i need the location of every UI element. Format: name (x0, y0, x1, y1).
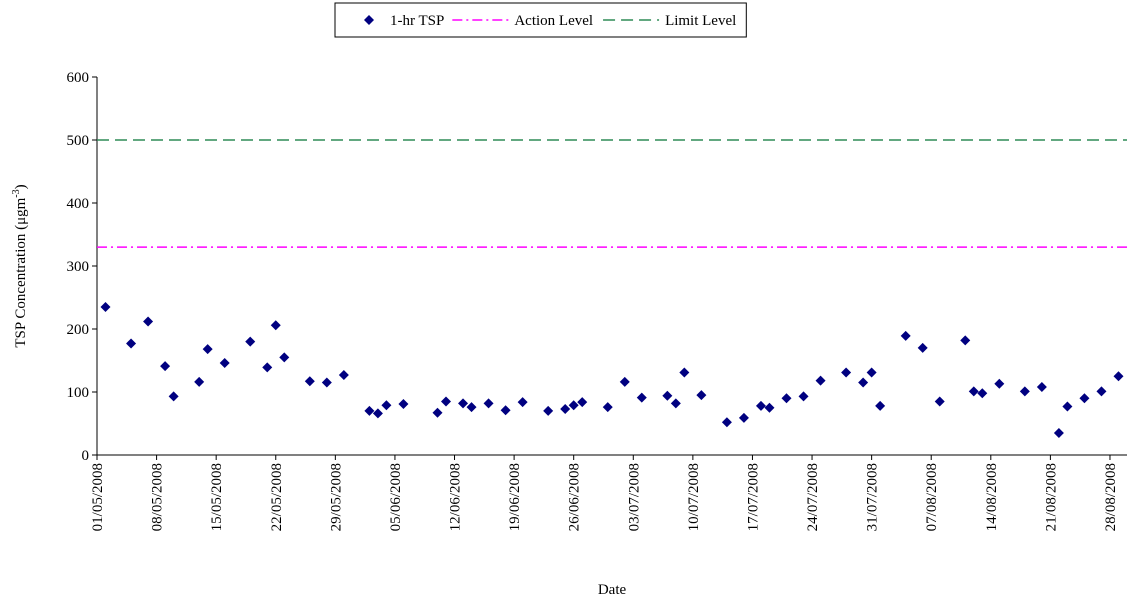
y-axis-label-end: ) (13, 184, 29, 189)
data-point (126, 338, 137, 349)
legend-label: Limit Level (665, 13, 736, 29)
y-axis-label: TSP Concentration (μgm-3) (11, 184, 29, 347)
data-point (900, 330, 911, 341)
data-point (619, 376, 630, 387)
data-point (483, 398, 494, 409)
x-tick-label: 28/08/2008 (1103, 463, 1119, 531)
data-point (398, 398, 409, 409)
data-point (934, 396, 945, 407)
data-point (636, 392, 647, 403)
data-point (560, 404, 571, 415)
data-point (245, 336, 256, 347)
data-point (270, 320, 281, 331)
x-tick-label: 08/05/2008 (150, 463, 166, 531)
data-point (1053, 427, 1064, 438)
data-point (577, 397, 588, 408)
data-point (1036, 381, 1047, 392)
data-point (372, 408, 383, 419)
data-point (279, 352, 290, 363)
data-point (160, 361, 171, 372)
x-tick-label: 05/06/2008 (388, 463, 404, 531)
x-tick-label: 19/06/2008 (507, 463, 523, 531)
data-point (143, 316, 154, 327)
data-point (543, 405, 554, 416)
y-tick-label: 400 (67, 196, 90, 212)
legend-box (334, 2, 747, 38)
data-point (917, 342, 928, 353)
x-tick-label: 14/08/2008 (984, 463, 1000, 531)
data-point (858, 377, 869, 388)
data-point (262, 362, 273, 373)
data-point (670, 398, 681, 409)
data-point (679, 367, 690, 378)
data-point (968, 386, 979, 397)
y-tick-label: 200 (67, 322, 90, 338)
legend: 1-hr TSP Action Level Limit Level (334, 2, 747, 38)
data-point (168, 391, 179, 402)
data-point (364, 405, 375, 416)
data-point (960, 335, 971, 346)
x-tick-label: 15/05/2008 (209, 463, 225, 531)
data-point (1079, 393, 1090, 404)
data-point (202, 344, 213, 355)
data-point (441, 396, 452, 407)
legend-marker (364, 15, 374, 25)
data-point (1019, 386, 1030, 397)
x-tick-label: 29/05/2008 (328, 463, 344, 531)
data-point (662, 390, 673, 401)
y-tick-label: 500 (67, 133, 90, 149)
data-point (458, 398, 469, 409)
data-point (304, 376, 315, 387)
x-tick-label: 07/08/2008 (924, 463, 940, 531)
data-point (1113, 371, 1124, 382)
legend-label: 1-hr TSP (390, 13, 444, 29)
data-point (738, 412, 749, 423)
y-tick-label: 300 (67, 259, 90, 275)
x-tick-label: 01/05/2008 (90, 463, 106, 531)
x-axis-label: Date (598, 582, 627, 598)
data-point (866, 367, 877, 378)
y-tick-label: 600 (67, 70, 90, 86)
data-point (517, 397, 528, 408)
data-point (1062, 401, 1073, 412)
data-point (815, 375, 826, 386)
data-point (381, 400, 392, 411)
data-point (798, 391, 809, 402)
x-tick-label: 31/07/2008 (865, 463, 881, 531)
x-tick-label: 03/07/2008 (626, 463, 642, 531)
data-point (696, 390, 707, 401)
data-point (194, 376, 205, 387)
y-tick-label: 0 (82, 448, 90, 464)
data-point (994, 378, 1005, 389)
data-point (1096, 386, 1107, 397)
y-axis-label-text: TSP Concentration (μgm (13, 197, 29, 347)
x-tick-label: 10/07/2008 (686, 463, 702, 531)
x-tick-label: 21/08/2008 (1043, 463, 1059, 531)
x-tick-label: 22/05/2008 (269, 463, 285, 531)
x-tick-label: 17/07/2008 (745, 463, 761, 531)
x-tick-label: 12/06/2008 (448, 463, 464, 531)
data-point (338, 369, 349, 380)
data-point (764, 402, 775, 413)
data-point (321, 377, 332, 388)
data-point (781, 393, 792, 404)
y-tick-label: 100 (67, 385, 90, 401)
data-point (875, 400, 886, 411)
data-point (568, 400, 579, 411)
data-point (432, 407, 443, 418)
x-tick-label: 26/06/2008 (567, 463, 583, 531)
x-tick-label: 24/07/2008 (805, 463, 821, 531)
y-axis-label-sup: -3 (11, 189, 22, 197)
data-point (841, 367, 852, 378)
data-point (219, 358, 230, 369)
data-point (466, 402, 477, 413)
data-point (721, 417, 732, 428)
data-point (500, 405, 511, 416)
data-point (602, 402, 613, 413)
data-point (977, 388, 988, 399)
data-point (755, 400, 766, 411)
data-point (100, 301, 111, 312)
legend-label: Action Level (514, 13, 593, 29)
